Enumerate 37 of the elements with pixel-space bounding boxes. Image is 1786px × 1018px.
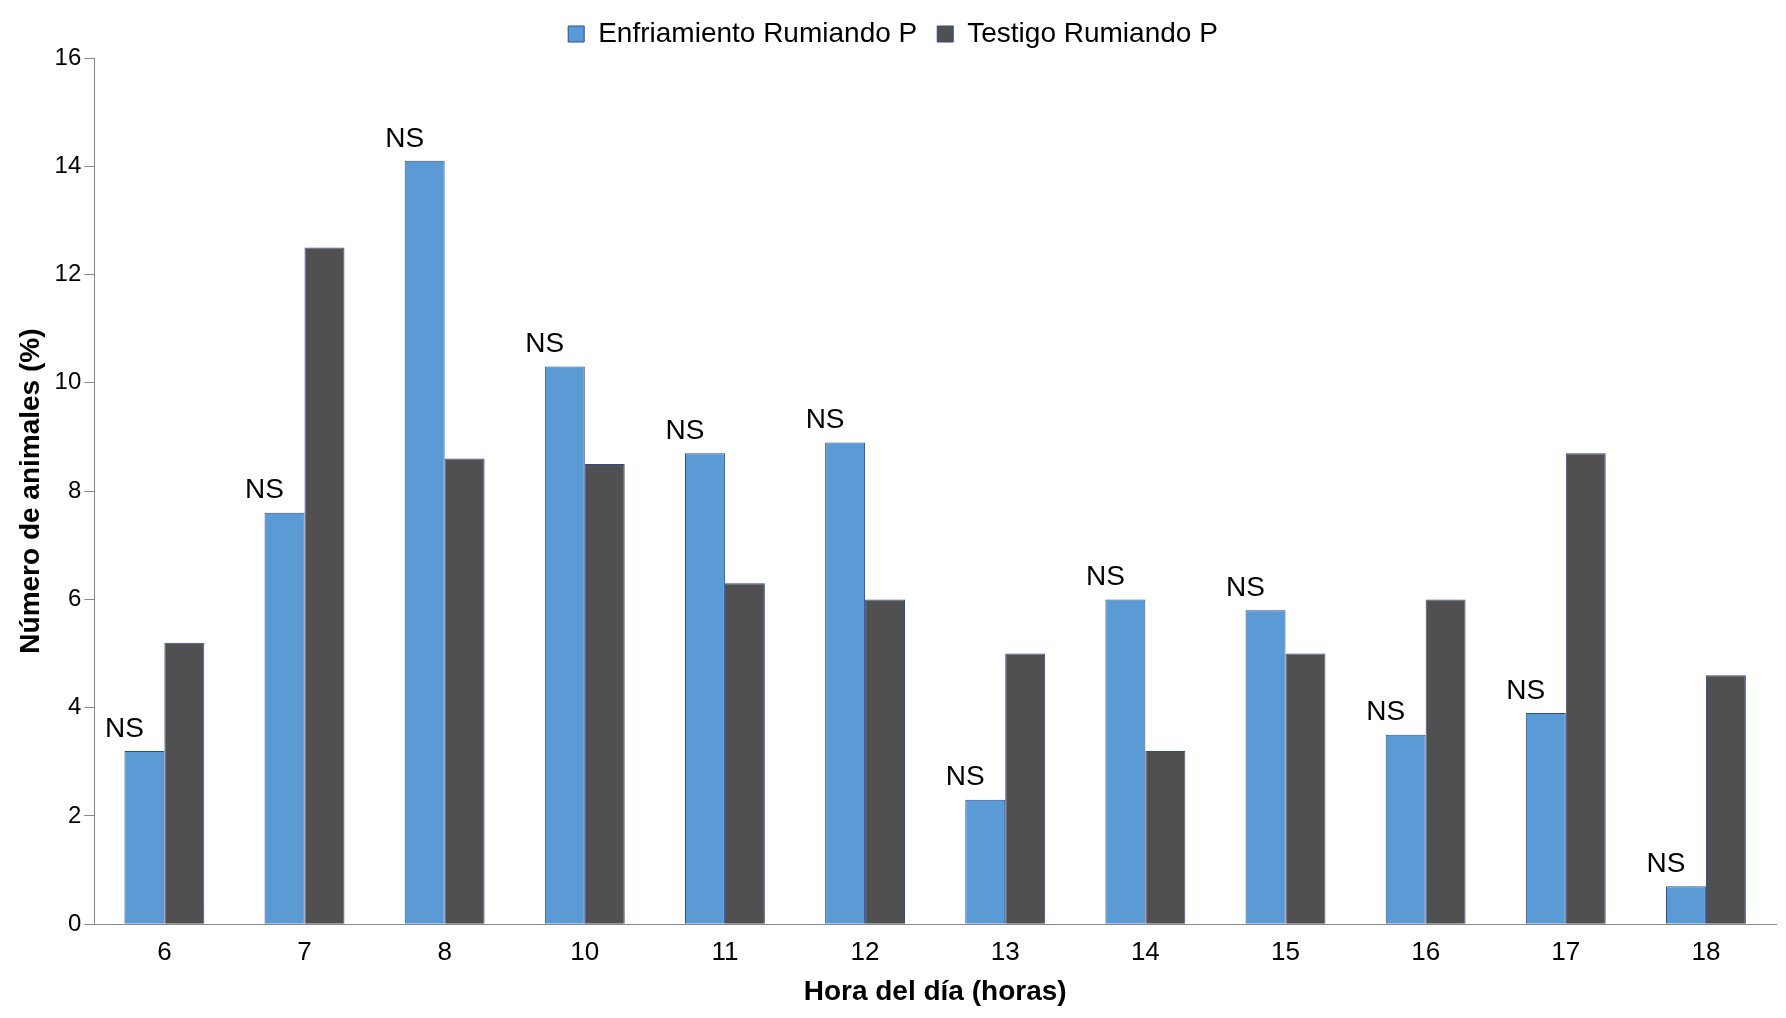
annotation: NS bbox=[805, 403, 845, 435]
annotation: NS bbox=[245, 473, 284, 505]
annotation: NS bbox=[665, 413, 705, 445]
annotation: NS bbox=[525, 327, 565, 359]
x-tick-label: 15 bbox=[1271, 935, 1300, 966]
x-tick-label: 11 bbox=[711, 935, 739, 966]
y-tick-label: 10 bbox=[54, 367, 82, 395]
x-axis-title: Hora del día (horas) bbox=[803, 974, 1067, 1006]
y-tick-label: 4 bbox=[67, 692, 82, 720]
y-tick-label: 12 bbox=[54, 259, 82, 287]
y-tick-label: 2 bbox=[67, 800, 82, 828]
x-tick-label: 14 bbox=[1130, 935, 1160, 966]
annotation: NS bbox=[1366, 695, 1406, 727]
annotation: NS bbox=[104, 711, 144, 743]
y-tick-label: 8 bbox=[67, 475, 82, 503]
x-tick-label: 16 bbox=[1411, 935, 1441, 966]
y-tick-label: 6 bbox=[67, 584, 82, 611]
x-tick-label: 6 bbox=[157, 935, 172, 966]
y-axis-title: Número de animales (%) bbox=[13, 328, 45, 654]
x-tick-label: 10 bbox=[570, 935, 600, 966]
annotation: NS bbox=[1646, 847, 1686, 879]
x-tick-label: 7 bbox=[297, 935, 312, 966]
y-tick-label: 14 bbox=[54, 150, 82, 178]
x-tick-label: 13 bbox=[990, 935, 1020, 966]
annotation: NS bbox=[945, 760, 985, 792]
legend-label: Testigo Rumiando P bbox=[967, 16, 1218, 48]
y-tick-label: 0 bbox=[67, 908, 82, 936]
annotation: NS bbox=[1085, 560, 1125, 592]
legend-label: Enfriamiento Rumiando P bbox=[598, 16, 918, 48]
x-tick-label: 17 bbox=[1551, 935, 1581, 966]
annotation: NS bbox=[385, 121, 425, 153]
annotation: NS bbox=[1226, 570, 1265, 602]
annotation: NS bbox=[1506, 673, 1546, 705]
x-tick-label: 18 bbox=[1691, 935, 1721, 966]
x-tick-label: 8 bbox=[437, 935, 452, 966]
y-tick-label: 16 bbox=[54, 42, 82, 70]
x-tick-label: 12 bbox=[850, 935, 880, 966]
